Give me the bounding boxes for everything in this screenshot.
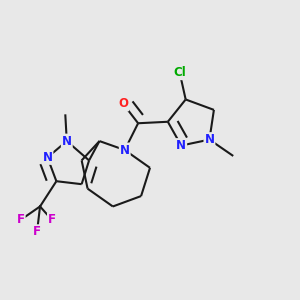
Text: F: F — [17, 213, 25, 226]
Text: N: N — [120, 143, 130, 157]
Text: F: F — [48, 213, 56, 226]
Text: O: O — [118, 98, 128, 110]
Text: N: N — [204, 133, 214, 146]
Text: N: N — [43, 151, 52, 164]
Text: N: N — [62, 135, 72, 148]
Text: N: N — [176, 139, 186, 152]
Text: Cl: Cl — [173, 66, 186, 79]
Text: F: F — [33, 225, 41, 238]
